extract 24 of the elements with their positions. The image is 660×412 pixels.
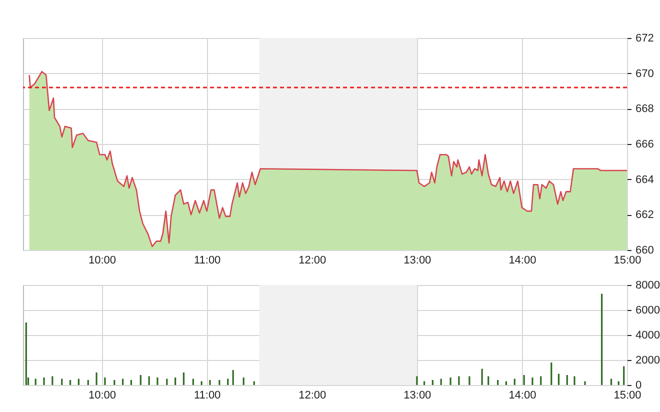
y-tick-label: 664 (636, 174, 654, 186)
y-tick-label: 8000 (636, 280, 660, 292)
x-tick-label: 15:00 (614, 254, 642, 266)
x-tick-label: 11:00 (194, 390, 221, 402)
y-tick-label: 0 (636, 380, 642, 392)
x-tick-label: 13:00 (404, 254, 432, 266)
x-tick-label: 12:00 (298, 254, 326, 266)
y-tick-label: 672 (636, 32, 654, 44)
x-tick-label: 10:00 (88, 390, 116, 402)
x-tick-label: 12:00 (298, 390, 326, 402)
x-tick-label: 11:00 (194, 254, 221, 266)
y-tick-label: 662 (636, 209, 654, 222)
x-tick-label: 15:00 (614, 390, 642, 402)
x-tick-label: 14:00 (508, 390, 536, 402)
y-tick-label: 4000 (636, 330, 660, 342)
y-tick-label: 668 (636, 103, 654, 116)
y-tick-label: 660 (636, 244, 654, 256)
y-tick-label: 2000 (636, 354, 660, 366)
y-tick-label: 670 (636, 68, 654, 80)
y-tick-label: 666 (636, 138, 654, 150)
x-tick-label: 14:00 (508, 254, 536, 266)
y-tick-label: 6000 (636, 304, 660, 316)
x-tick-label: 10:00 (88, 254, 116, 266)
x-tick-label: 13:00 (404, 390, 432, 402)
